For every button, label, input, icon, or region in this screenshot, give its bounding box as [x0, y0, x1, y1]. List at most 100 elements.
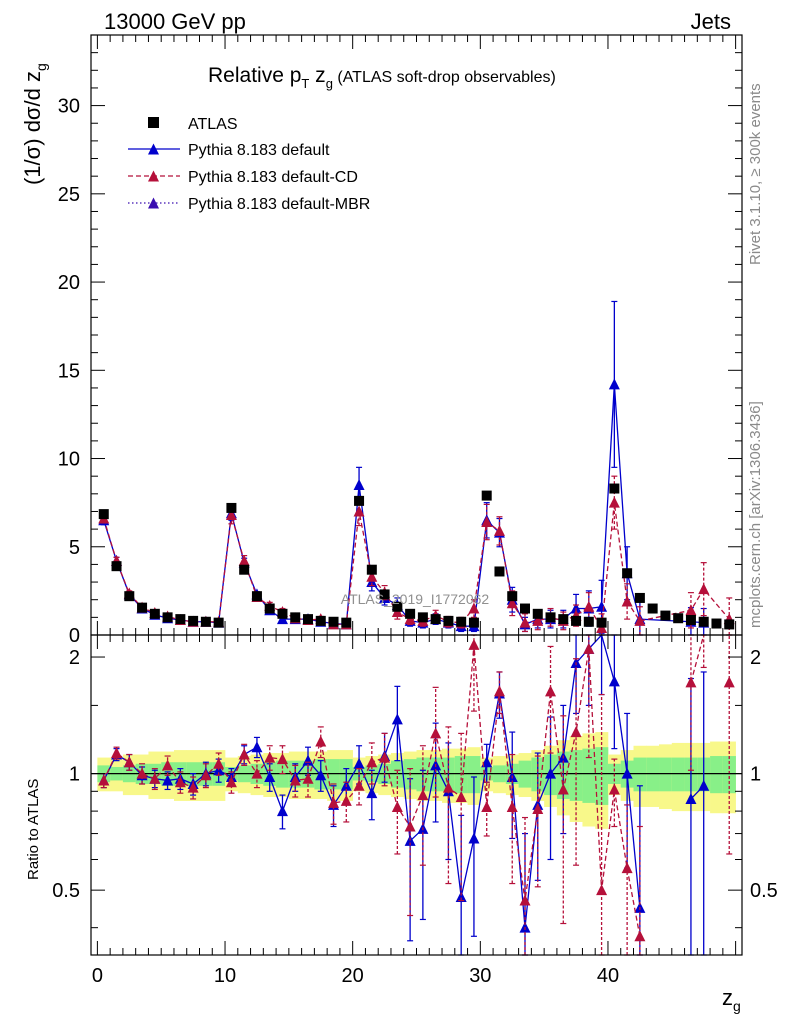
atlas-data-point — [137, 602, 148, 613]
ratio-tick-label-right: 2 — [750, 647, 761, 669]
cd-ratio-point — [200, 769, 212, 781]
ratio-tick-label-right: 1 — [750, 764, 761, 786]
analysis-watermark: ATLAS_2019_I1772062 — [341, 591, 490, 607]
cd-ratio-point — [621, 862, 633, 874]
cd-main-point — [698, 583, 710, 595]
atlas-data-point — [290, 612, 301, 623]
cd-ratio-point — [264, 751, 276, 763]
atlas-data-point — [341, 617, 352, 628]
atlas-data-point — [175, 614, 186, 625]
default-main-point — [570, 602, 582, 614]
atlas-data-point — [251, 591, 262, 602]
atlas-data-point — [98, 509, 109, 520]
band-inner-bin — [595, 747, 609, 805]
atlas-data-point — [162, 612, 173, 623]
cd-ratio-point — [596, 884, 608, 896]
atlas-data-point — [596, 617, 607, 628]
cd-ratio-point — [583, 642, 595, 654]
atlas-data-point — [660, 610, 671, 621]
atlas-data-point — [379, 589, 390, 600]
atlas-data-point — [366, 564, 377, 575]
cd-ratio-point — [174, 776, 186, 788]
atlas-data-point — [200, 616, 211, 627]
atlas-data-point — [315, 615, 326, 626]
cd-main-point — [506, 597, 518, 609]
x-axis-label: zg — [722, 985, 741, 1014]
cd-ratio-point — [634, 930, 646, 942]
cd-main-point — [493, 524, 505, 536]
legend-cd-marker — [148, 170, 159, 182]
default-ratio-point — [366, 787, 378, 799]
cd-main-point — [685, 604, 697, 616]
default-main-point — [353, 479, 365, 490]
cd-main-point — [532, 614, 544, 626]
cd-ratio-point — [276, 753, 288, 765]
energy-label: 13000 GeV pp — [104, 9, 246, 34]
cd-ratio-point — [481, 800, 493, 812]
cd-ratio-point — [404, 820, 416, 832]
x-tick-label: 30 — [469, 965, 491, 987]
atlas-data-point — [724, 619, 735, 630]
default-ratio-point — [302, 754, 314, 766]
default-ratio-point — [391, 713, 403, 725]
band-inner-bin — [722, 756, 736, 794]
atlas-data-point — [354, 495, 365, 506]
cd-ratio-point — [315, 735, 327, 747]
y-tick-label: 0 — [69, 625, 80, 647]
cd-ratio-point — [685, 676, 697, 688]
cd-ratio-point — [391, 800, 403, 812]
legend-cd-label: Pythia 8.183 default-CD — [188, 169, 358, 186]
x-tick-label: 0 — [92, 965, 103, 987]
atlas-data-point — [532, 608, 543, 619]
cd-main-point — [353, 505, 365, 517]
cd-main-point — [519, 616, 531, 628]
y-tick-label: 25 — [58, 184, 80, 206]
cd-ratio-point — [366, 756, 378, 768]
band-inner-bin — [710, 756, 724, 794]
main-y-axis-label: (1/σ) dσ/d zg — [20, 63, 49, 185]
cd-ratio-point — [251, 767, 263, 779]
atlas-data-point — [622, 568, 633, 579]
atlas-data-point — [405, 608, 416, 619]
band-inner-bin — [646, 757, 660, 792]
band-inner-bin — [582, 748, 596, 803]
cd-ratio-point — [187, 781, 199, 793]
cd-main-point — [583, 600, 595, 612]
atlas-data-point — [558, 614, 569, 625]
atlas-data-point — [673, 613, 684, 624]
atlas-data-point — [124, 591, 135, 602]
band-inner-bin — [569, 750, 583, 801]
atlas-data-point — [226, 502, 237, 513]
cd-ratio-point — [519, 894, 531, 906]
cd-ratio-point — [289, 774, 301, 786]
cd-ratio-point — [532, 803, 544, 815]
atlas-data-point — [111, 561, 122, 572]
cd-ratio-point — [430, 727, 442, 739]
cd-main-point — [225, 509, 237, 520]
cd-ratio-point — [149, 772, 161, 784]
cd-ratio-point — [162, 759, 174, 771]
y-tick-label: 10 — [58, 449, 80, 471]
cd-ratio-point — [455, 791, 467, 803]
atlas-data-point — [481, 490, 492, 501]
process-label: Jets — [691, 9, 731, 34]
atlas-data-point — [685, 615, 696, 625]
band-inner-bin — [327, 759, 341, 790]
y-tick-label: 15 — [58, 360, 80, 382]
legend-atlas-marker — [148, 117, 159, 128]
ratio-tick-label-right: 0.5 — [750, 880, 778, 902]
cd-ratio-point — [340, 794, 352, 806]
y-tick-label: 30 — [58, 96, 80, 118]
default-ratio-point — [545, 767, 557, 779]
cd-ratio-point — [213, 757, 225, 769]
uncertainty-bands — [91, 732, 742, 829]
cd-ratio-point — [570, 726, 582, 738]
cd-ratio-point — [136, 767, 148, 779]
atlas-data-point — [392, 601, 403, 612]
cd-ratio-point — [328, 796, 340, 808]
cd-ratio-point — [111, 747, 123, 759]
atlas-data-point — [213, 617, 224, 628]
default-ratio-point — [455, 891, 467, 903]
cd-main-point — [608, 496, 620, 508]
